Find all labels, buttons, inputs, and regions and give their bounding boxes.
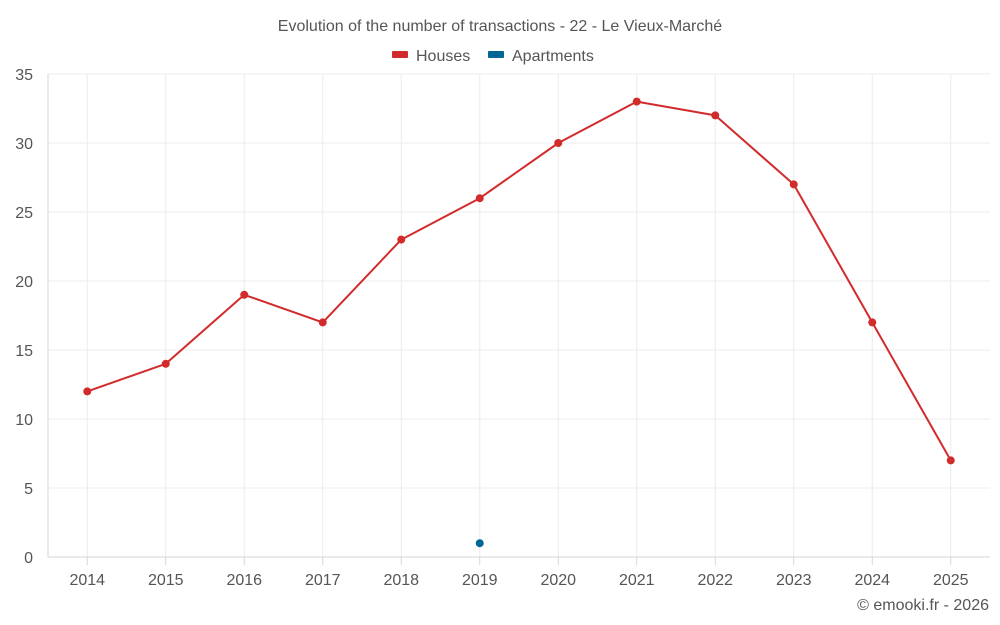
y-tick-label: 30 bbox=[15, 136, 33, 153]
data-point-houses[interactable] bbox=[397, 235, 406, 244]
y-tick-label: 5 bbox=[24, 481, 33, 498]
credit-text: © emooki.fr - 2026 bbox=[857, 597, 989, 614]
legend-swatch-apartments[interactable] bbox=[488, 51, 504, 58]
x-tick-label: 2024 bbox=[854, 572, 890, 589]
x-tick-label: 2014 bbox=[69, 572, 105, 589]
x-tick-label: 2020 bbox=[540, 572, 576, 589]
y-tick-label: 25 bbox=[15, 205, 33, 222]
y-tick-label: 0 bbox=[24, 550, 33, 567]
data-point-houses[interactable] bbox=[240, 290, 249, 299]
chart-title: Evolution of the number of transactions … bbox=[278, 18, 722, 35]
x-tick-label: 2016 bbox=[226, 572, 262, 589]
data-point-houses[interactable] bbox=[161, 359, 170, 368]
x-tick-label: 2023 bbox=[776, 572, 812, 589]
y-tick-label: 20 bbox=[15, 274, 33, 291]
legend-swatch-houses[interactable] bbox=[392, 51, 408, 58]
data-point-houses[interactable] bbox=[789, 180, 798, 189]
data-point-houses[interactable] bbox=[711, 111, 720, 120]
data-point-houses[interactable] bbox=[868, 318, 877, 327]
legend: Houses Apartments bbox=[392, 48, 594, 65]
x-tick-label: 2025 bbox=[933, 572, 969, 589]
legend-label-apartments[interactable]: Apartments bbox=[512, 48, 594, 65]
x-axis: 2014 2015 2016 2017 2018 2019 2020 2021 2022 2023… bbox=[48, 556, 990, 589]
series-layer bbox=[83, 97, 955, 548]
y-axis: 0 5 10 15 20 25 30 35 bbox=[15, 67, 33, 567]
series-line-houses bbox=[86, 100, 952, 461]
data-point-houses[interactable] bbox=[632, 97, 641, 106]
data-point-apartments[interactable] bbox=[475, 539, 484, 548]
y-tick-label: 35 bbox=[15, 67, 33, 84]
data-point-houses[interactable] bbox=[83, 387, 92, 396]
x-tick-label: 2017 bbox=[305, 572, 341, 589]
x-tick-label: 2015 bbox=[148, 572, 184, 589]
x-tick-label: 2018 bbox=[383, 572, 419, 589]
x-tick-label: 2021 bbox=[619, 572, 655, 589]
gridlines bbox=[47, 73, 990, 557]
data-point-houses[interactable] bbox=[946, 456, 955, 465]
data-point-houses[interactable] bbox=[475, 194, 484, 203]
data-point-houses[interactable] bbox=[318, 318, 327, 327]
y-tick-label: 15 bbox=[15, 343, 33, 360]
legend-label-houses[interactable]: Houses bbox=[416, 48, 470, 65]
x-tick-label: 2019 bbox=[462, 572, 498, 589]
data-point-houses[interactable] bbox=[554, 139, 563, 147]
y-tick-label: 10 bbox=[15, 412, 33, 429]
x-tick-label: 2022 bbox=[697, 572, 733, 589]
